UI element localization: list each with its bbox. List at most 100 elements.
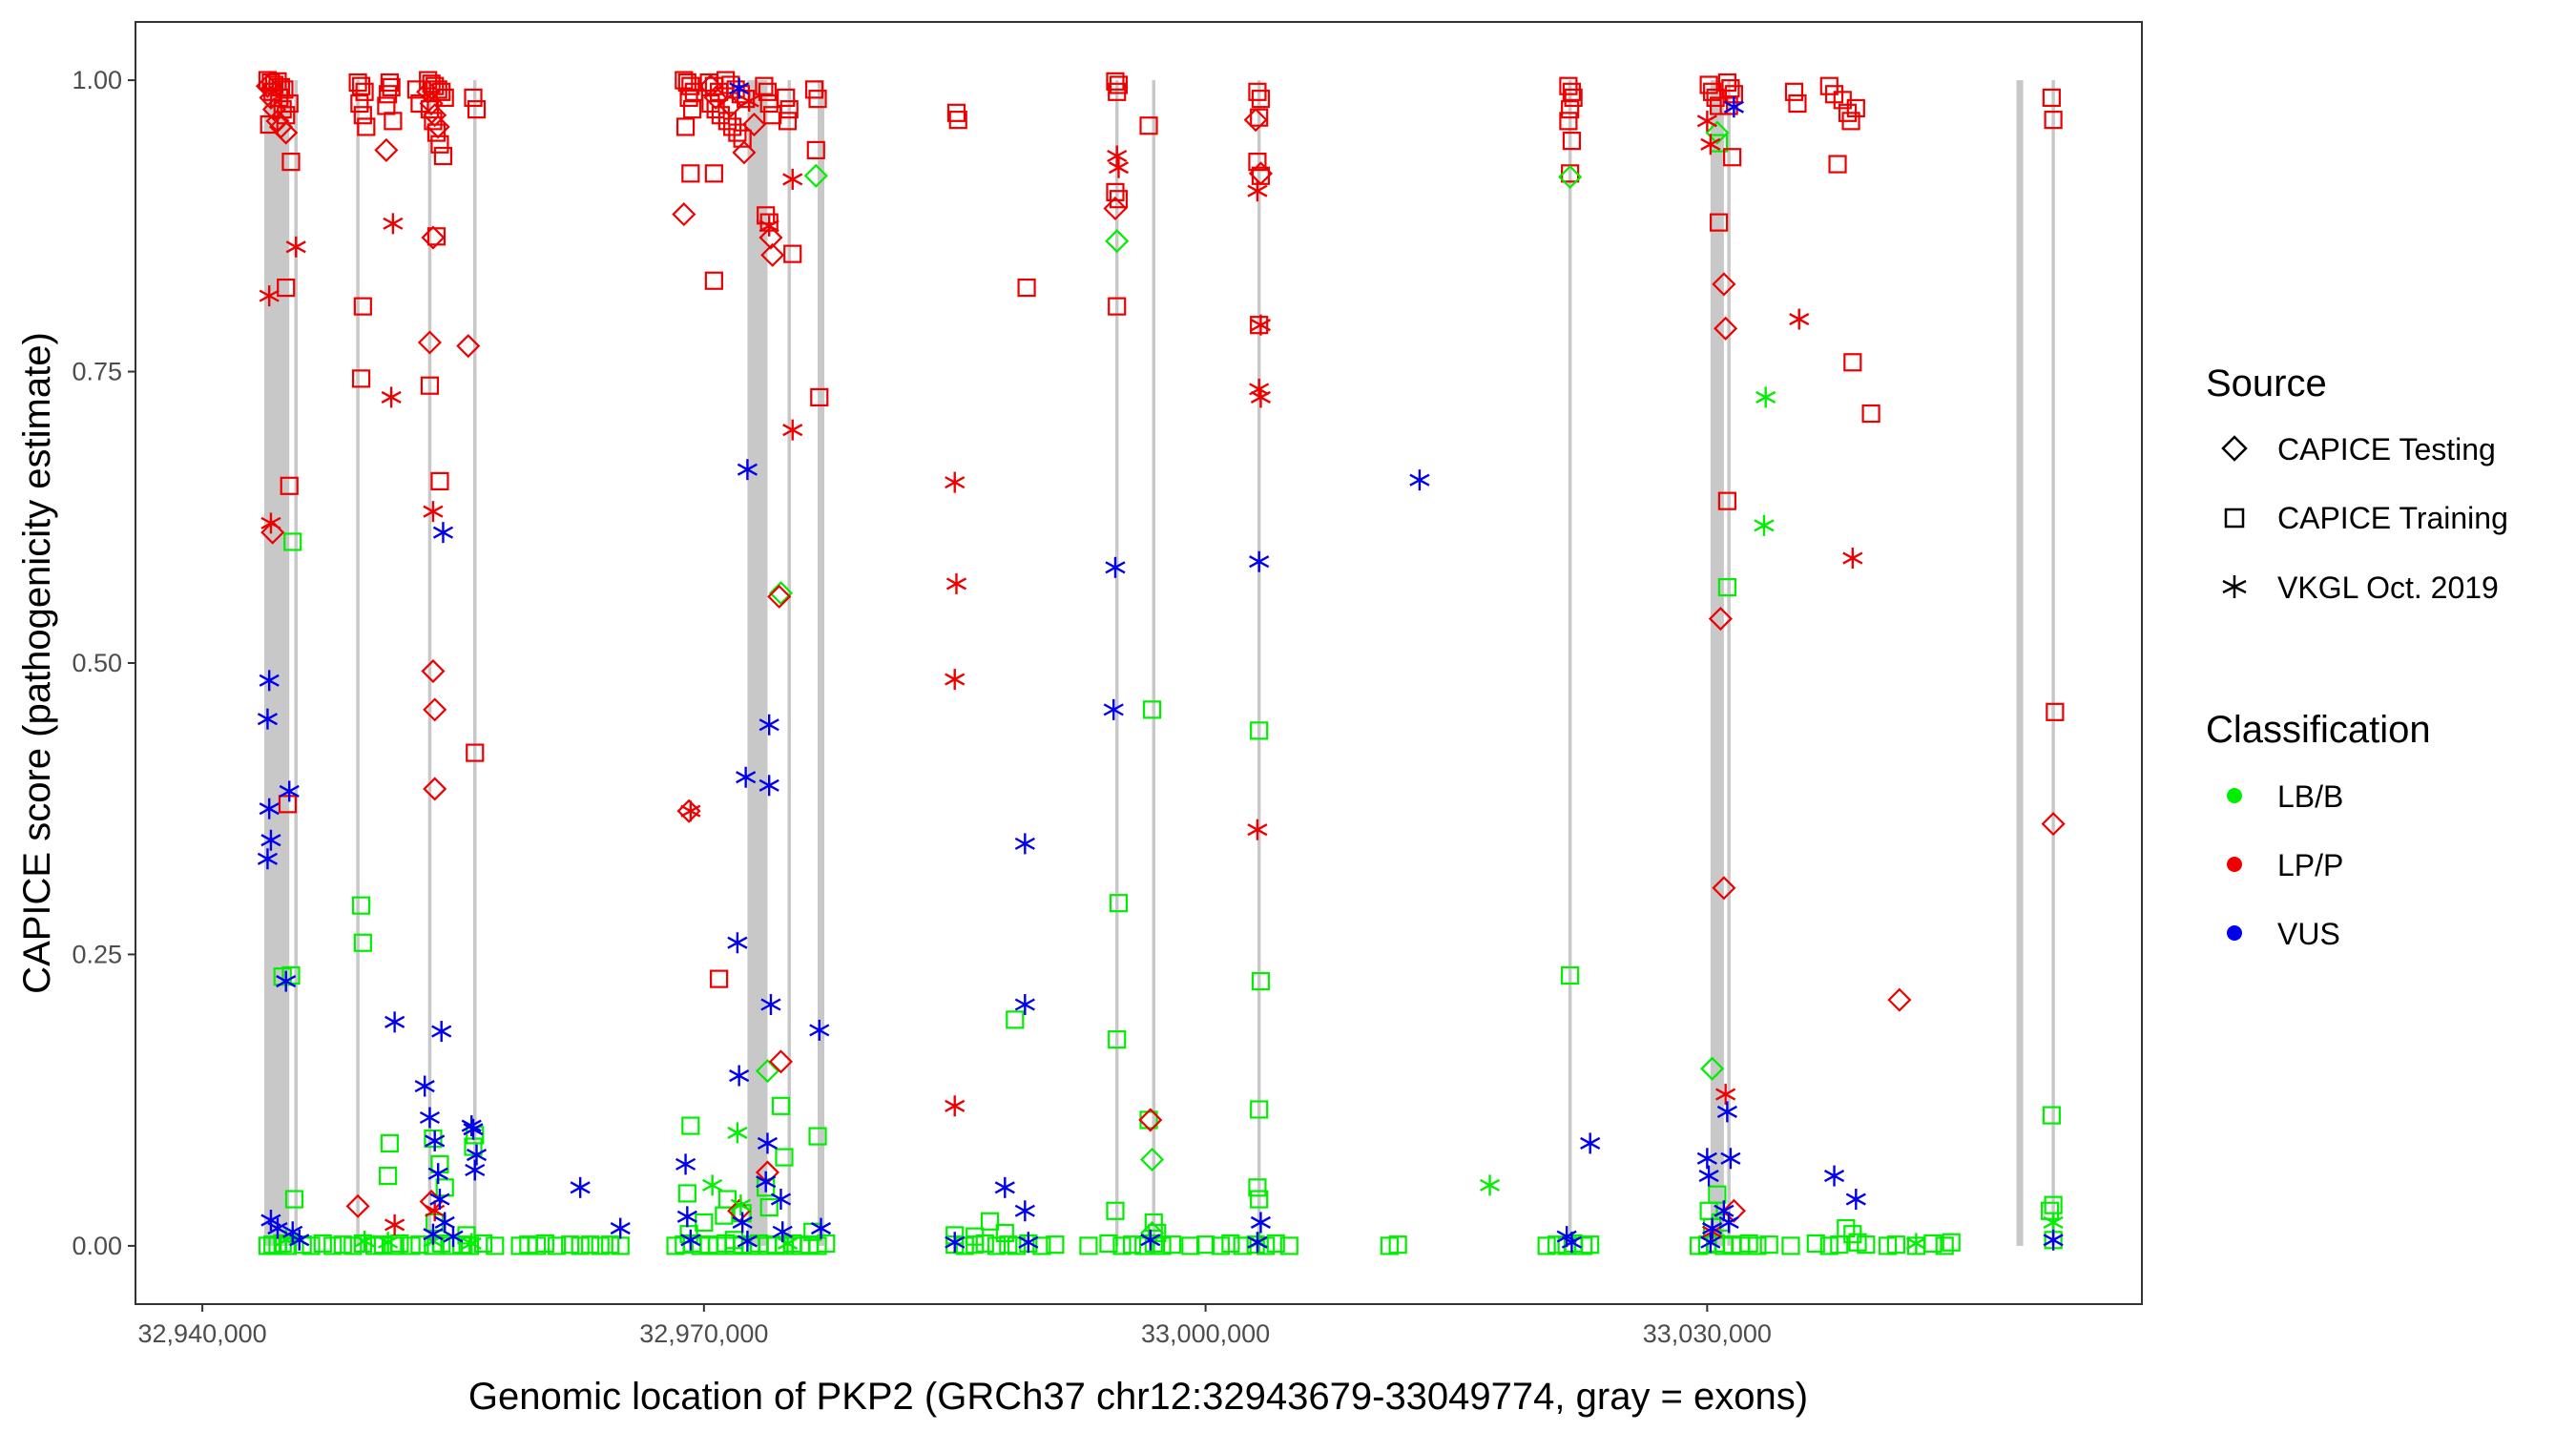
square-point-lpp (2046, 702, 2065, 721)
square-point-lbb (1537, 1236, 1556, 1255)
square-point-lpp (260, 114, 279, 135)
square-point-lpp (350, 93, 369, 114)
exon-band (1710, 80, 1724, 1246)
square-point-lpp (281, 153, 301, 172)
star-point-vus (463, 1118, 484, 1140)
square-point-lpp (1108, 297, 1127, 316)
star-point-lpp (259, 285, 280, 307)
star-point-vus (680, 1229, 701, 1251)
star-point-vus (466, 1144, 488, 1166)
star-point-vus (736, 766, 757, 788)
square-point-lpp (1843, 353, 1862, 372)
legend-label-lbb: LB/B (2277, 779, 2343, 814)
square-point-lbb (1942, 1233, 1961, 1252)
legend-label-capice-training: CAPICE Training (2277, 501, 2508, 535)
exon-band (1257, 80, 1261, 1246)
star-point-vus (737, 1231, 758, 1253)
star-point-vus (729, 77, 750, 99)
square-point-lpp (280, 93, 299, 114)
star-point-vus (1140, 1229, 1161, 1251)
square-point-lbb (1006, 1010, 1025, 1029)
y-tick-label: 0.75 (72, 358, 122, 386)
exon-band (2016, 80, 2024, 1246)
square-point-lpp (351, 369, 371, 388)
star-point-lpp (260, 512, 281, 534)
square-point-lpp (1562, 132, 1581, 151)
star-point-vus (2043, 1229, 2064, 1251)
square-point-lbb (353, 933, 372, 952)
diamond-point-lpp (718, 93, 743, 118)
square-point-lpp (278, 795, 298, 814)
star-point-vus (676, 1206, 697, 1228)
star-point-lpp (383, 213, 404, 235)
diamond-point-lbb (1705, 120, 1730, 145)
square-point-lpp (1109, 190, 1129, 209)
star-point-vus (1014, 833, 1035, 855)
square-point-lbb (1561, 965, 1580, 985)
diamond-point-lpp (426, 114, 450, 139)
square-point-lpp (1017, 278, 1036, 298)
square-point-lbb (1574, 1236, 1593, 1255)
y-axis: 0.00 0.25 0.50 0.75 1.00 (72, 66, 135, 1260)
square-point-lpp (717, 71, 736, 90)
square-point-lpp (277, 278, 296, 298)
square-point-lpp (270, 88, 289, 108)
diamond-point-lbb (1558, 164, 1583, 190)
star-point-vus (461, 1115, 482, 1137)
square-point-lbb (591, 1236, 610, 1255)
diamond-point-lpp (416, 79, 441, 104)
exon-band (1568, 80, 1572, 1246)
diamond-point-lpp (374, 137, 399, 162)
square-point-lpp (1564, 88, 1583, 108)
square-point-lbb (379, 1166, 398, 1186)
square-point-lpp (778, 112, 798, 131)
square-point-lbb (817, 1234, 836, 1254)
y-axis-title: CAPICE score (pathogenicity estimate) (16, 332, 58, 994)
square-point-lpp (351, 76, 371, 95)
star-point-vus (1580, 1132, 1601, 1154)
star-point-vus (675, 1153, 696, 1175)
square-point-lbb (1923, 1234, 1942, 1254)
star-point-vus (1409, 469, 1430, 491)
diamond-point-lbb (803, 163, 828, 188)
exon-band (1727, 80, 1731, 1246)
y-tick-label: 1.00 (72, 66, 122, 94)
star-point-vus (443, 1226, 464, 1248)
star-point-vus (770, 1189, 792, 1211)
square-point-lpp (710, 969, 729, 988)
diamond-point-lpp (1712, 272, 1736, 297)
x-tick-label: 32,940,000 (138, 1319, 267, 1348)
legend-label-vkgl: VKGL Oct. 2019 (2277, 570, 2499, 605)
diamond-point-lpp (2041, 812, 2066, 837)
square-point-lpp (426, 76, 445, 95)
square-point-lpp (419, 71, 438, 90)
square-point-lpp (467, 100, 487, 119)
exon-band (263, 80, 290, 1246)
star-point-vus (1716, 1101, 1737, 1123)
square-point-lbb (808, 1127, 827, 1146)
square-point-lpp (432, 82, 451, 101)
star-point-lpp (1250, 314, 1272, 336)
star-point-lpp (1842, 548, 1863, 570)
square-point-lbb (2041, 1201, 2060, 1220)
star-point-lpp (1247, 180, 1268, 202)
diamond-point-lpp (1708, 607, 1733, 632)
star-point-lpp (1789, 308, 1810, 330)
square-point-lpp (1846, 98, 1865, 118)
square-point-lbb (955, 1236, 974, 1255)
square-point-lbb (695, 1213, 714, 1233)
star-point-vus (1720, 1148, 1741, 1170)
diamond-point-lbb (1700, 1056, 1725, 1081)
diamond-point-lpp (703, 85, 728, 110)
star-point-vus (260, 829, 281, 851)
square-point-lbb (1581, 1235, 1600, 1255)
square-point-lpp (1784, 82, 1804, 101)
square-point-lbb (301, 1236, 321, 1255)
diamond-point-lpp (259, 85, 283, 110)
square-point-lpp (1562, 82, 1581, 101)
square-point-lpp (1841, 112, 1860, 131)
square-point-lpp (353, 297, 372, 316)
star-point-lbb (1754, 514, 1775, 536)
square-point-lbb (313, 1234, 332, 1254)
legend-star-icon (2222, 575, 2247, 598)
